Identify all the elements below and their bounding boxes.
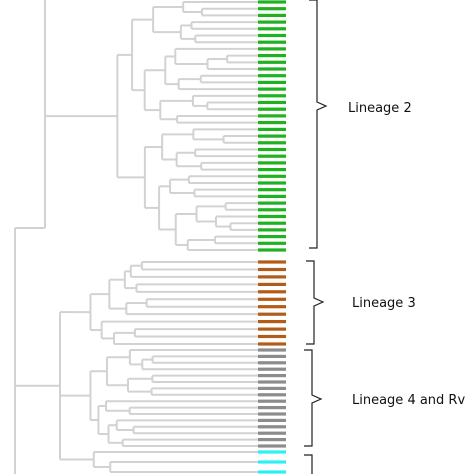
lineage2-strip (258, 141, 286, 145)
lineage2-strip (258, 27, 286, 31)
lineage2-strip (258, 174, 286, 178)
lineage3-strip (258, 260, 286, 264)
lineage2-strip (258, 13, 286, 17)
lineage2-strip (258, 7, 286, 11)
lineage2-strip (258, 154, 286, 158)
lineage2-strip (258, 74, 286, 78)
lineage3-strip (258, 334, 286, 339)
lineage2-strip (258, 188, 286, 192)
lineage3-strip (258, 312, 286, 316)
lineage4-strip (258, 386, 286, 390)
lineage4-strip (258, 418, 286, 422)
lineage2-strip (258, 33, 286, 38)
lineage-4-and-rv-bracket (304, 349, 323, 447)
lineage2-strip (258, 208, 286, 212)
lineage4-strip (258, 367, 286, 371)
lineage4-strip (258, 399, 286, 403)
lineage4-strip (258, 438, 286, 442)
lineage3-strip (258, 290, 286, 294)
lineage2-strip (258, 0, 286, 4)
other-strip (258, 450, 286, 454)
other-strip (258, 460, 286, 464)
lineage-3-label: Lineage 3 (352, 296, 416, 311)
lineage-4-and-rv-label: Lineage 4 and Rv (352, 393, 465, 408)
lineage2-strip (258, 114, 286, 118)
lineage2-strip (258, 161, 286, 165)
lineage3-strip (258, 320, 286, 324)
lineage2-strip (258, 194, 286, 198)
other-strip (258, 470, 286, 474)
lineage-2-bracket (309, 0, 328, 249)
lineage2-strip (258, 228, 286, 232)
lineage2-strip (258, 168, 286, 172)
lineage2-strip (258, 100, 286, 105)
lineage2-strip (258, 107, 286, 111)
lineage2-strip (258, 248, 286, 252)
lineage2-strip (258, 20, 286, 24)
lineage2-strip (258, 54, 286, 58)
lineage2-strip (258, 87, 286, 91)
lineage2-strip (258, 201, 286, 205)
lineage3-strip (258, 267, 286, 272)
lineage3-strip (258, 282, 286, 286)
lineage4-strip (258, 431, 286, 435)
lineage4-strip (258, 374, 286, 378)
lineage-2-label: Lineage 2 (348, 101, 412, 116)
lineage2-strip (258, 121, 286, 125)
lineage2-strip (258, 47, 286, 51)
lineage4-strip (258, 361, 286, 365)
lineage4-strip (258, 393, 286, 397)
lineage2-strip (258, 40, 286, 44)
lineage4-strip (258, 348, 286, 352)
lineage3-strip (258, 342, 286, 346)
lineage4-strip (258, 444, 286, 448)
lineage4-strip (258, 406, 286, 410)
lineage4-strip (258, 425, 286, 429)
lineage2-strip (258, 80, 286, 84)
lineage-color-strips (258, 0, 286, 474)
lineage2-strip (258, 181, 286, 185)
lineage2-strip (258, 67, 286, 71)
lineage2-strip (258, 134, 286, 138)
lineage3-strip (258, 297, 286, 301)
bottom-clade-bracket (304, 454, 313, 474)
lineage2-strip (258, 241, 286, 245)
lineage3-strip (258, 327, 286, 331)
lineage2-strip (258, 214, 286, 219)
lineage2-strip (258, 147, 286, 152)
lineage3-strip (258, 275, 286, 279)
lineage4-strip (258, 354, 286, 358)
lineage-3-bracket (306, 260, 325, 345)
tree-branches (14, 0, 258, 474)
lineage2-strip (258, 235, 286, 239)
lineage2-strip (258, 221, 286, 225)
lineage4-strip (258, 380, 286, 384)
lineage4-strip (258, 412, 286, 416)
lineage2-strip (258, 94, 286, 98)
lineage2-strip (258, 127, 286, 131)
lineage2-strip (258, 60, 286, 64)
lineage3-strip (258, 305, 286, 309)
